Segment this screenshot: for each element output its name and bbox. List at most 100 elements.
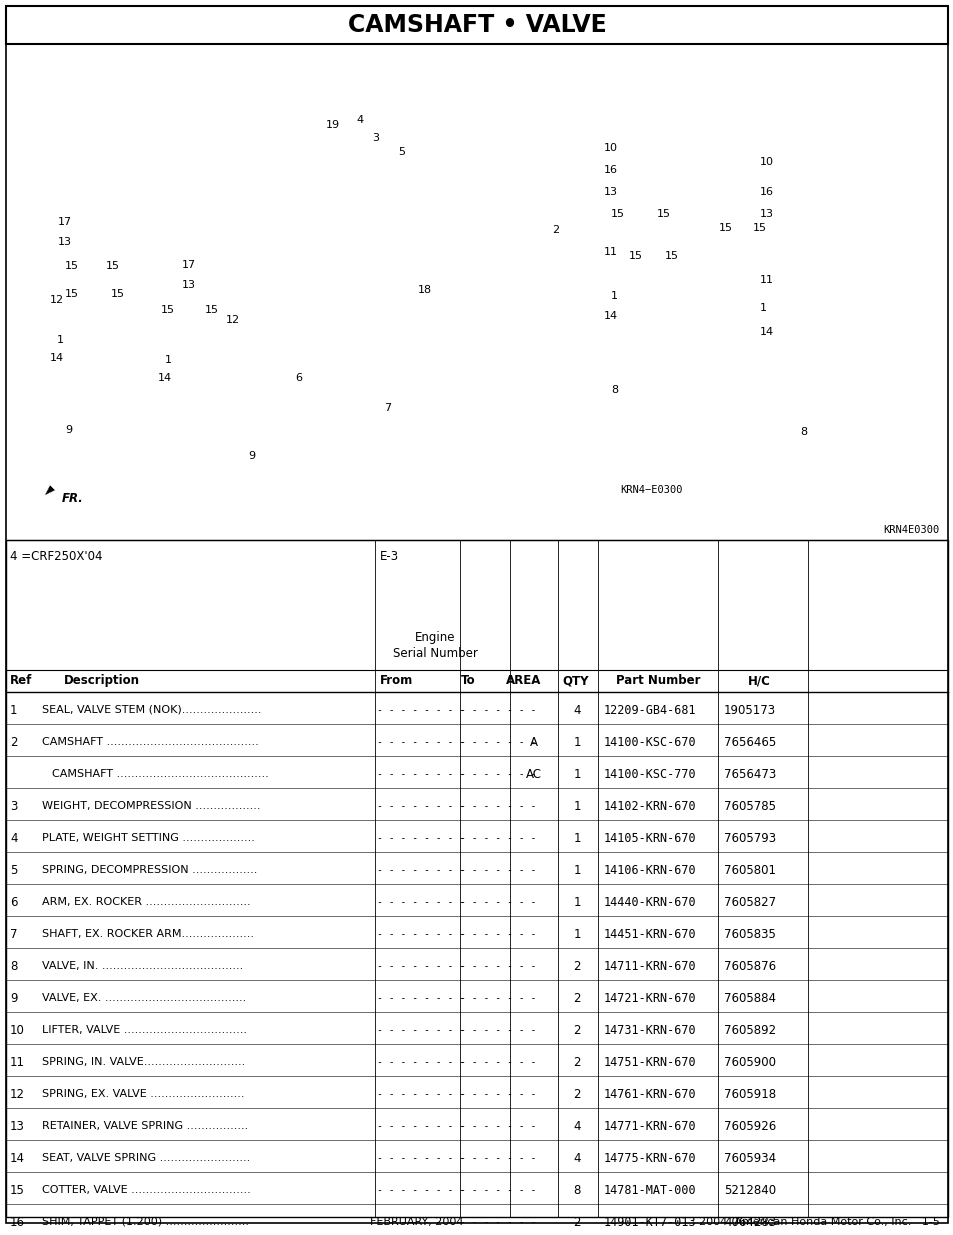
- Text: 8: 8: [610, 385, 618, 395]
- Text: Description: Description: [64, 674, 140, 687]
- Text: 3: 3: [372, 133, 378, 143]
- Text: SPRING, IN. VALVE............................: SPRING, IN. VALVE.......................…: [42, 1057, 245, 1067]
- Text: 15: 15: [65, 289, 79, 299]
- Text: AREA: AREA: [506, 674, 541, 687]
- Text: Part Number: Part Number: [615, 674, 700, 687]
- Text: 2: 2: [573, 992, 580, 1004]
- Text: CAMSHAFT ..........................................: CAMSHAFT ...............................…: [42, 737, 258, 747]
- Text: PLATE, WEIGHT SETTING ....................: PLATE, WEIGHT SETTING ..................…: [42, 832, 254, 844]
- Text: Engine: Engine: [415, 631, 455, 643]
- Bar: [6, 540, 947, 1216]
- Text: 1: 1: [760, 303, 766, 312]
- Text: 12209-GB4-681: 12209-GB4-681: [603, 704, 696, 716]
- Text: 15: 15: [657, 209, 670, 219]
- Text: 15: 15: [205, 305, 219, 315]
- Text: COTTER, VALVE .................................: COTTER, VALVE ..........................…: [42, 1186, 251, 1195]
- Text: CAMSHAFT ..........................................: CAMSHAFT ...............................…: [52, 769, 269, 779]
- Text: 2004  American Honda Motor Co., Inc.   1-5: 2004 American Honda Motor Co., Inc. 1-5: [699, 1216, 939, 1228]
- Text: 12: 12: [50, 295, 64, 305]
- Text: 7: 7: [10, 927, 17, 941]
- Text: 14901-KT7-013: 14901-KT7-013: [603, 1215, 696, 1229]
- Text: 1: 1: [165, 354, 172, 366]
- Text: - - - - - - - -: - - - - - - - -: [376, 961, 465, 971]
- Text: - - - - - - - -: - - - - - - - -: [376, 1186, 465, 1195]
- Text: - - - - - - -: - - - - - - -: [459, 737, 536, 747]
- Text: - - - - - - -: - - - - - - -: [459, 802, 536, 811]
- Text: - - - - - - - -: - - - - - - - -: [376, 802, 465, 811]
- Text: - - - - - - - -: - - - - - - - -: [376, 705, 465, 715]
- Text: 14761-KRN-670: 14761-KRN-670: [603, 1088, 696, 1100]
- Text: 2: 2: [573, 960, 580, 972]
- Text: 17: 17: [58, 217, 71, 227]
- Text: 15: 15: [628, 251, 642, 261]
- Text: - - - - - - -: - - - - - - -: [459, 897, 536, 906]
- Text: 7656465: 7656465: [723, 736, 776, 748]
- Bar: [6, 6, 947, 44]
- Text: SPRING, EX. VALVE ..........................: SPRING, EX. VALVE ......................…: [42, 1089, 244, 1099]
- Text: To: To: [460, 674, 476, 687]
- Text: Serial Number: Serial Number: [392, 647, 476, 659]
- Text: SHIM, TAPPET (1.200) .......................: SHIM, TAPPET (1.200) ...................…: [42, 1216, 249, 1228]
- Text: 7605892: 7605892: [723, 1024, 776, 1036]
- Text: - - - - - - - -: - - - - - - - -: [376, 864, 465, 876]
- Text: 2: 2: [10, 736, 17, 748]
- Text: 4: 4: [573, 1119, 580, 1132]
- Text: 1: 1: [573, 863, 580, 877]
- Text: 14771-KRN-670: 14771-KRN-670: [603, 1119, 696, 1132]
- Text: - - - - - - -: - - - - - - -: [459, 769, 536, 779]
- Text: 11: 11: [760, 275, 773, 285]
- Text: 14781-MAT-000: 14781-MAT-000: [603, 1183, 696, 1197]
- Text: - - - - - - - -: - - - - - - - -: [376, 993, 465, 1003]
- Text: Ref: Ref: [10, 674, 32, 687]
- Text: 1: 1: [10, 704, 17, 716]
- Text: 4: 4: [10, 831, 17, 845]
- Text: 9: 9: [65, 425, 71, 435]
- Text: H/C: H/C: [747, 674, 770, 687]
- Text: 19: 19: [326, 120, 339, 130]
- Text: 15: 15: [161, 305, 174, 315]
- Text: 8: 8: [573, 1183, 580, 1197]
- Text: 16: 16: [603, 165, 618, 175]
- Text: 7605918: 7605918: [723, 1088, 776, 1100]
- Text: 14105-KRN-670: 14105-KRN-670: [603, 831, 696, 845]
- Text: 1: 1: [573, 831, 580, 845]
- Text: 13: 13: [10, 1119, 25, 1132]
- Text: 7605900: 7605900: [723, 1056, 775, 1068]
- Text: 15: 15: [719, 224, 732, 233]
- Text: - - - - - - -: - - - - - - -: [459, 864, 536, 876]
- Text: 14721-KRN-670: 14721-KRN-670: [603, 992, 696, 1004]
- Text: - - - - - - -: - - - - - - -: [459, 1216, 536, 1228]
- Text: FR.: FR.: [62, 492, 84, 505]
- Text: 13: 13: [760, 209, 773, 219]
- Text: 14100-KSC-670: 14100-KSC-670: [603, 736, 696, 748]
- Text: 6: 6: [294, 373, 302, 383]
- Text: 7605835: 7605835: [723, 927, 775, 941]
- Text: 1: 1: [573, 895, 580, 909]
- Text: - - - - - - -: - - - - - - -: [459, 1153, 536, 1163]
- Text: FEBRUARY, 2004: FEBRUARY, 2004: [370, 1216, 463, 1228]
- Text: - - - - - - -: - - - - - - -: [459, 1089, 536, 1099]
- Text: 7605801: 7605801: [723, 863, 775, 877]
- Text: 14440-KRN-670: 14440-KRN-670: [603, 895, 696, 909]
- Text: SHAFT, EX. ROCKER ARM....................: SHAFT, EX. ROCKER ARM...................…: [42, 929, 253, 939]
- Text: KRN4−E0300: KRN4−E0300: [619, 485, 681, 495]
- Text: 13: 13: [182, 280, 195, 290]
- Text: 7605793: 7605793: [723, 831, 776, 845]
- Text: 16: 16: [760, 186, 773, 198]
- Text: 16: 16: [10, 1215, 25, 1229]
- Text: 10: 10: [603, 143, 618, 153]
- Text: 14731-KRN-670: 14731-KRN-670: [603, 1024, 696, 1036]
- Text: 1905173: 1905173: [723, 704, 776, 716]
- Text: 14: 14: [157, 373, 172, 383]
- Text: 14711-KRN-670: 14711-KRN-670: [603, 960, 696, 972]
- Text: 15: 15: [106, 261, 120, 270]
- Text: - - - - - - - -: - - - - - - - -: [376, 737, 465, 747]
- Text: 15: 15: [10, 1183, 25, 1197]
- Text: 7605827: 7605827: [723, 895, 776, 909]
- Text: 15: 15: [610, 209, 624, 219]
- Text: 7605926: 7605926: [723, 1119, 776, 1132]
- Text: - - - - - - -: - - - - - - -: [459, 961, 536, 971]
- Text: 7656473: 7656473: [723, 767, 776, 781]
- Text: - - - - - - - -: - - - - - - - -: [376, 769, 465, 779]
- Text: 14106-KRN-670: 14106-KRN-670: [603, 863, 696, 877]
